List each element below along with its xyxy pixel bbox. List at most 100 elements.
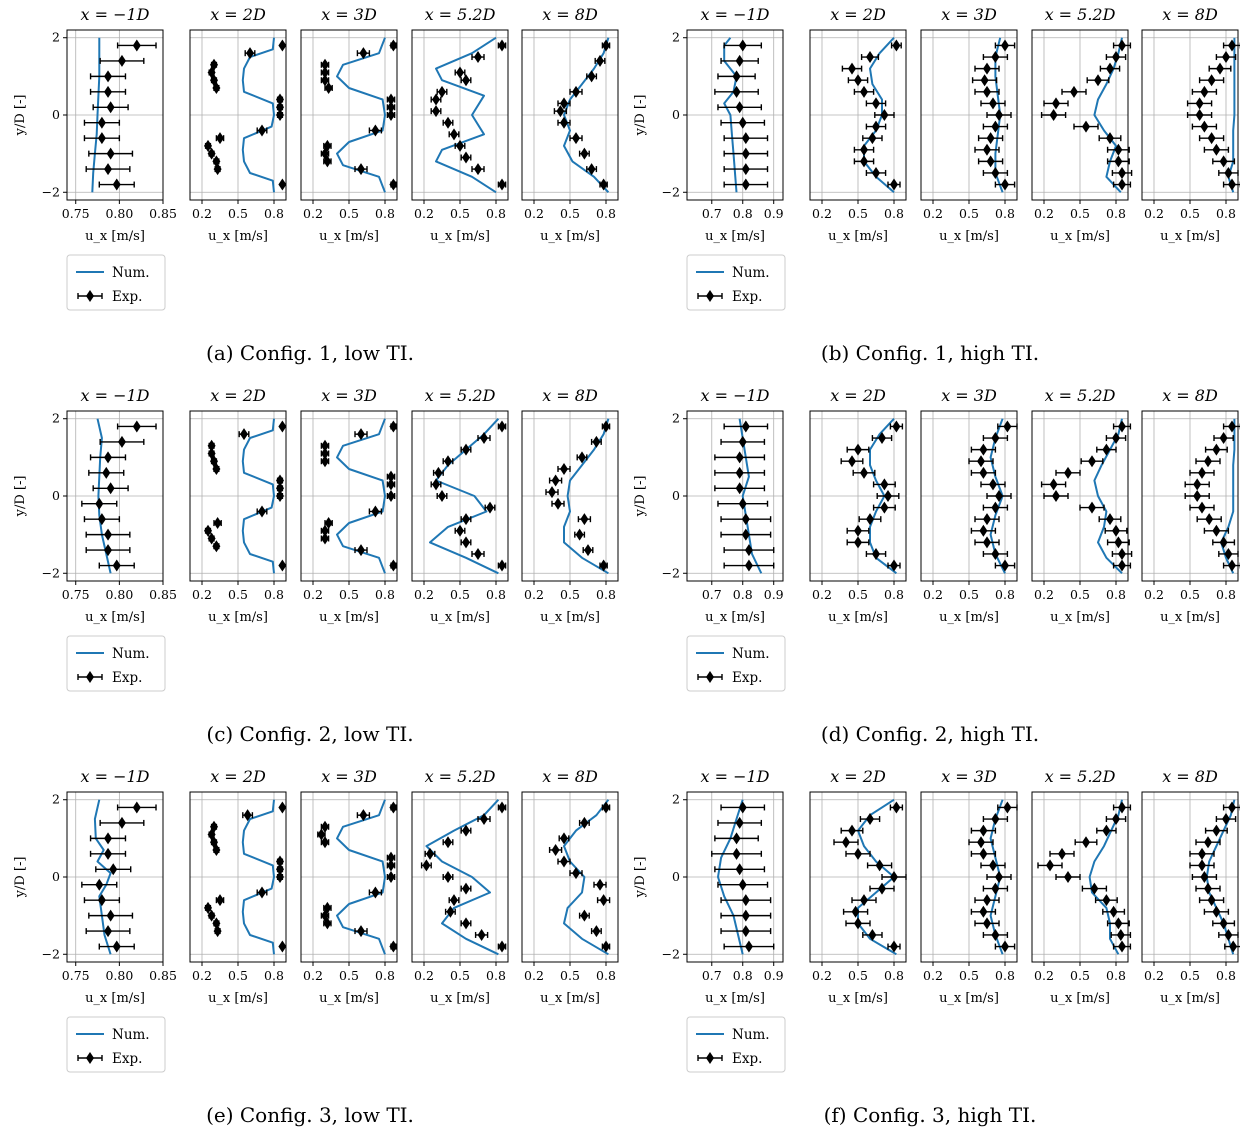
figure-caption: (d) Config. 2, high TI. — [821, 722, 1039, 746]
exp-point — [474, 51, 482, 64]
exp-point — [1198, 859, 1206, 872]
subplot-5: x = 8D 0.2 0.5 0.8 u_x [m/s] — [1141, 5, 1240, 244]
exp-point — [1046, 859, 1054, 872]
num-series-line — [336, 418, 386, 574]
y-tick-label: −2 — [42, 184, 60, 199]
exp-point — [357, 428, 365, 441]
legend-exp-label: Exp. — [112, 289, 142, 305]
exp-point — [991, 501, 1000, 514]
exp-point — [498, 420, 506, 433]
num-series-line — [1227, 37, 1236, 193]
exp-point — [1207, 894, 1216, 907]
x-tick-label: 0.5 — [339, 587, 359, 602]
x-axis-label: u_x [m/s] — [430, 610, 490, 625]
x-axis-label: u_x [m/s] — [1050, 991, 1110, 1006]
exp-point — [323, 917, 332, 930]
exp-point — [741, 513, 750, 526]
x-tick-label: 0.5 — [959, 968, 979, 983]
exp-point — [321, 74, 329, 87]
subplot-title: x = 2D — [830, 5, 886, 24]
exp-point — [1118, 166, 1126, 179]
exp-point — [97, 132, 106, 145]
exp-point — [732, 70, 741, 83]
x-tick-label: 0.8 — [264, 968, 284, 983]
exp-point — [1216, 62, 1224, 75]
x-axis-label: u_x [m/s] — [1050, 610, 1110, 625]
exp-point — [1052, 97, 1060, 110]
exp-point — [321, 447, 329, 460]
x-axis-label: u_x [m/s] — [939, 610, 999, 625]
exp-point — [991, 432, 1000, 445]
exp-point — [744, 559, 753, 572]
exp-point — [1102, 443, 1111, 456]
subplot-4: x = 5.2D 0.2 0.5 0.8 u_x [m/s] — [411, 5, 509, 244]
exp-point — [738, 39, 747, 52]
x-tick-label: 0.8 — [486, 587, 506, 602]
x-axis-label: u_x [m/s] — [85, 610, 145, 625]
exp-point — [1224, 166, 1233, 179]
x-tick-label: 0.8 — [1216, 206, 1236, 221]
exp-point — [890, 559, 898, 572]
exp-point — [580, 147, 589, 160]
subplot-3: x = 3D 0.2 0.5 0.8 u_x [m/s] — [920, 767, 1018, 1006]
legend-exp-swatch — [86, 290, 94, 302]
exp-point — [735, 451, 744, 464]
exp-point — [1106, 513, 1114, 526]
subplot-title: x = 8D — [542, 5, 598, 24]
legend: Num. Exp. — [66, 254, 166, 311]
num-series-line — [241, 37, 275, 193]
exp-point — [212, 917, 221, 930]
y-axis-label: y/D [-] — [633, 95, 648, 137]
subplot-3: x = 3D 0.2 0.5 0.8 u_x [m/s] — [300, 386, 398, 625]
subplot-title: x = 3D — [321, 767, 377, 786]
exp-point — [1198, 847, 1206, 860]
exp-point — [276, 474, 284, 487]
exp-point — [317, 828, 326, 841]
exp-point — [1193, 490, 1202, 502]
x-tick-label: 0.2 — [812, 587, 832, 602]
exp-point — [884, 490, 892, 502]
exp-point — [434, 466, 443, 479]
exp-point — [212, 462, 221, 475]
exp-point — [359, 47, 368, 60]
exp-point — [204, 524, 212, 537]
exp-point — [989, 478, 997, 491]
exp-point — [1118, 178, 1126, 191]
legend-exp-label: Exp. — [732, 670, 762, 686]
exp-point — [1112, 51, 1120, 64]
exp-point — [1003, 801, 1012, 814]
exp-point — [991, 547, 1000, 560]
exp-point — [276, 101, 284, 114]
exp-point — [1114, 155, 1123, 168]
x-axis-label: u_x [m/s] — [540, 991, 600, 1006]
exp-point — [213, 517, 222, 530]
x-tick-label: 0.7 — [702, 206, 722, 221]
exp-point — [106, 482, 115, 495]
exp-point — [210, 836, 218, 849]
exp-point — [432, 105, 440, 118]
exp-point — [112, 559, 121, 572]
y-tick-label: 0 — [52, 107, 60, 122]
x-tick-label: 0.2 — [192, 968, 212, 983]
exp-point — [1205, 513, 1214, 526]
x-tick-label: 0.2 — [923, 206, 943, 221]
x-tick-label: 0.2 — [414, 587, 434, 602]
exp-point — [979, 524, 988, 537]
exp-point — [741, 163, 750, 176]
exp-point — [1207, 74, 1216, 87]
exp-point — [1109, 905, 1118, 918]
exp-point — [1112, 524, 1120, 537]
exp-point — [1224, 547, 1233, 560]
x-tick-label: 0.8 — [733, 587, 753, 602]
exp-point — [741, 147, 750, 160]
x-axis-label: u_x [m/s] — [430, 991, 490, 1006]
exp-point — [991, 120, 1000, 133]
exp-point — [880, 478, 889, 491]
x-tick-label: 0.5 — [228, 206, 248, 221]
exp-point — [357, 544, 365, 557]
exp-point — [104, 847, 113, 860]
exp-point — [556, 105, 565, 118]
x-axis-label: u_x [m/s] — [939, 991, 999, 1006]
x-tick-label: 0.9 — [764, 587, 784, 602]
x-tick-label: 0.5 — [339, 206, 359, 221]
